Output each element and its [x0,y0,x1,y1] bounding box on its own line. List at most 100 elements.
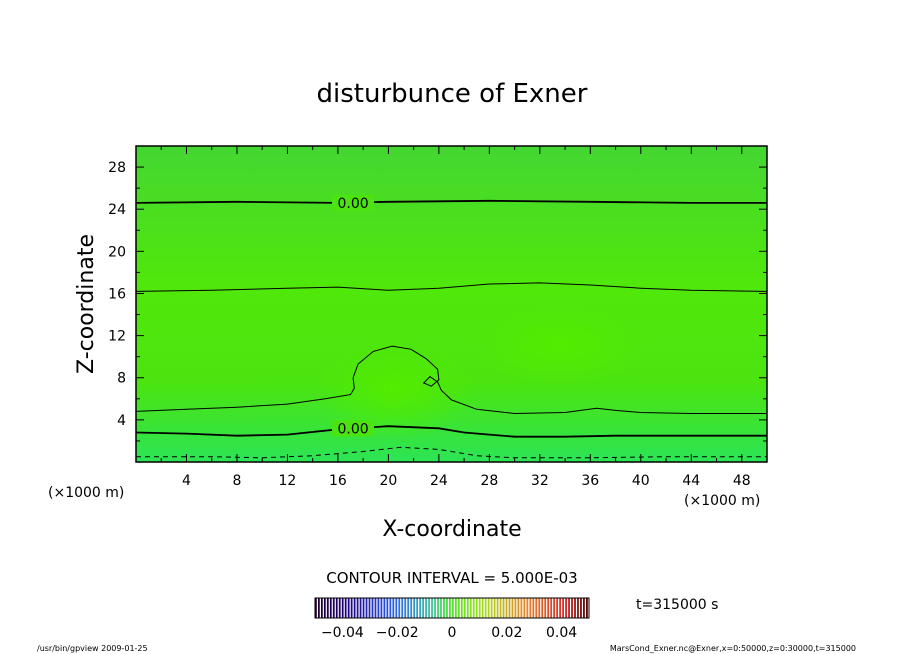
colorbar-cell [478,598,481,618]
colorbar-cell [359,598,362,618]
colorbar-cell [365,598,368,618]
colorbar-cell [544,598,547,618]
plot-frame [135,145,768,463]
colorbar-cell [499,598,502,618]
x-tick-label: 24 [430,473,448,489]
x-tick-label: 28 [480,473,498,489]
colorbar-cell [496,598,499,618]
colorbar-cell [371,598,374,618]
colorbar-cell [368,598,371,618]
colorbar-cell [350,598,353,618]
colorbar-cell [538,598,541,618]
colorbar-label: 0.02 [491,625,522,641]
colorbar-cell [356,598,359,618]
chart-title: disturbunce of Exner [317,79,588,109]
colorbar-frame [314,597,590,619]
colorbar-cell [377,598,380,618]
colorbar-cell [583,598,585,618]
colorbar-cell [547,598,550,618]
colorbar-cell [332,598,335,618]
colorbar-cell [392,598,395,618]
contour-label-bg [332,420,375,437]
colorbar-cell [386,598,389,618]
colorbar-label: 0.04 [546,625,577,641]
contour-interval-text: CONTOUR INTERVAL = 5.000E-03 [326,569,577,587]
colorbar-cell [419,598,422,618]
colorbar-cell [428,598,430,618]
x-unit-right: (×1000 m) [684,493,760,509]
colorbar-cell [532,598,535,618]
colorbar-cell [460,598,463,618]
colorbar-cell [347,598,350,618]
colorbar-cell [574,598,576,618]
y-tick-label: 4 [117,413,126,429]
colorbar-cell [586,598,588,618]
colorbar-cell [556,598,559,618]
colorbar-cell [562,598,564,618]
colorbar-cell [407,598,410,618]
colorbar-cell [401,598,404,618]
colorbar-cell [580,598,582,618]
colorbar-cell [484,598,487,618]
colorbar-label: 0 [448,625,457,641]
colorbar-cell [446,598,448,618]
y-tick-label: 24 [108,202,126,218]
colorbar-cell [389,598,392,618]
y-tick-label: 12 [108,329,126,345]
x-tick-label: 36 [581,473,599,489]
x-tick-label: 4 [182,473,191,489]
y-tick-label: 16 [108,286,126,302]
colorbar-cell [443,598,445,618]
y-tick-label: 28 [108,160,126,176]
colorbar-cell [341,598,344,618]
colorbar-cell [475,598,478,618]
contour-label-bg [332,194,375,211]
colorbar-cell [422,598,425,618]
colorbar-cell [490,598,493,618]
colorbar: −0.04 −0.02 0 0.02 0.04 [314,597,590,641]
x-tick-label: 8 [232,473,241,489]
colorbar-cell [437,598,439,618]
colorbar-cell [434,598,436,618]
colorbar-cell [523,598,526,618]
right-shading [470,305,650,385]
x-tick-label: 16 [329,473,347,489]
y-axis-title: Z-coordinate [74,234,99,374]
x-tick-label: 48 [733,473,751,489]
colorbar-cell [469,598,472,618]
colorbar-cell [362,598,365,618]
plot-area: 0.000.00 4 8 12 16 20 24 28 32 36 40 44 48481216202… [108,145,768,489]
colorbar-label: −0.02 [376,625,419,641]
x-tick-label: 40 [632,473,650,489]
colorbar-cell [502,598,505,618]
colorbar-cell [550,598,553,618]
colorbar-cell [526,598,529,618]
colorbar-cell [440,598,442,618]
colorbar-cell [320,598,323,618]
colorbar-cell [344,598,347,618]
colorbar-cell [410,598,413,618]
colorbar-cell [315,598,317,618]
colorbar-cell [466,598,469,618]
colorbar-cell [338,598,341,618]
colorbar-cell [487,598,490,618]
colorbar-cell [457,598,460,618]
colorbar-cell [508,598,511,618]
contour-bubble [136,345,767,415]
colorbar-cell [463,598,466,618]
colorbar-cell [353,598,356,618]
colorbar-cell [431,598,433,618]
colorbar-cell [329,598,332,618]
colorbar-cell [317,598,320,618]
colorbar-cell [416,598,419,618]
colorbar-cell [577,598,579,618]
colorbar-cell [326,598,329,618]
contour-label: 0.00 [337,421,368,437]
x-unit-left: (×1000 m) [48,485,124,501]
colorbar-cell [452,598,454,618]
colorbar-cell [529,598,532,618]
colorbar-cell [517,598,520,618]
colorbar-cell [395,598,398,618]
contour-lower-zero [136,425,767,438]
contour-negative [136,446,767,459]
